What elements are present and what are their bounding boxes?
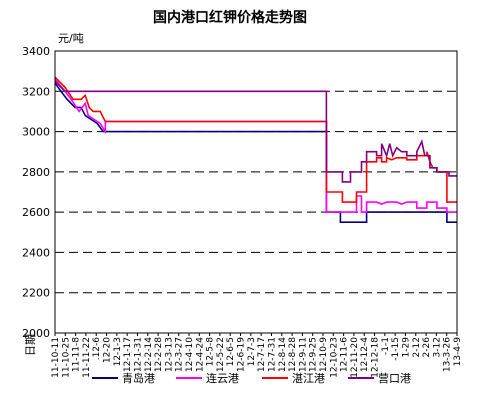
- x-tick-label: 12-11-20: [350, 337, 360, 378]
- x-tick-label: 12-7-31: [267, 337, 277, 372]
- y-tick-label: 3400: [22, 45, 50, 58]
- x-tick-label: 12-4-10: [185, 337, 195, 372]
- y-tick-label: 2600: [22, 206, 50, 219]
- x-tick-label: 12-3-27: [175, 337, 185, 372]
- x-tick-label: 12-6-19: [237, 337, 247, 372]
- x-tick-label: 3-12: [432, 337, 442, 357]
- x-tick-label: 13-4-9: [453, 337, 463, 367]
- x-tick-label: 12-1-31: [133, 337, 143, 372]
- x-tick-label: 12-20: [103, 337, 113, 363]
- x-tick-label: 12-5-22: [216, 337, 226, 372]
- y-tick-label: 2200: [22, 287, 50, 300]
- series-lines: [54, 76, 457, 223]
- x-tick-label: 11-10-25: [61, 337, 71, 378]
- x-tick-label: .12-6: [92, 337, 102, 361]
- x-tick-label: -1-15: [391, 337, 401, 361]
- x-tick-label: 13-3-26: [443, 337, 453, 372]
- x-tick-label: 12-12-4: [360, 337, 370, 372]
- series-line: [54, 78, 457, 213]
- x-axis-label: 日期: [24, 334, 37, 356]
- legend-label: 青岛港: [122, 371, 155, 385]
- x-tick-label: 12-12-18: [371, 337, 381, 378]
- x-tick-label: 11-10-11: [51, 337, 61, 378]
- x-tick-label: 12-6-5: [226, 337, 236, 366]
- y-tick-label: 3000: [22, 126, 50, 139]
- x-tick-label: 12-10-9: [319, 337, 329, 372]
- x-tick-label: 12-2-14: [144, 337, 154, 372]
- x-tick-label: 11-11-22: [82, 337, 92, 378]
- y-axis-label: 元/吨: [58, 32, 84, 45]
- x-tick-label: 12-7-3: [247, 337, 257, 366]
- y-tick-labels: 2000 2200 2400 2600 2800 3000 3200 3400: [22, 45, 50, 340]
- legend-label: 营口港: [378, 371, 411, 385]
- plot-frame: [54, 50, 458, 334]
- x-tick-label: -1-1: [381, 337, 391, 355]
- x-tick-label: 1-29: [401, 337, 411, 358]
- series-line: [54, 76, 457, 203]
- x-tick-label: 12-5-8: [206, 337, 216, 367]
- chart-title: 国内港口红钾价格走势图: [153, 9, 307, 26]
- x-tick-label: 12-9-25: [309, 337, 319, 372]
- x-tick-label: 12-1-3: [113, 337, 123, 366]
- x-tick-label: 12-8-14: [278, 337, 288, 372]
- y-tick-label: 2000: [22, 327, 50, 340]
- y-tick-label: 2800: [22, 166, 50, 179]
- series-line: [54, 80, 457, 183]
- x-tick-label: 12-9-11: [298, 337, 308, 372]
- x-tick-label: 2-12: [412, 337, 422, 357]
- x-tick-label: 12-10-23: [329, 337, 339, 378]
- y-tick-label: 2400: [22, 246, 50, 259]
- x-tick-labels: 11-10-11 11-10-25 11-11-8 11-11-22.12-6 12-2…: [51, 333, 463, 378]
- x-tick-label: 11-11-8: [72, 337, 82, 372]
- legend-label: 连云港: [206, 372, 239, 385]
- x-tick-label: 12-2-28: [154, 337, 164, 372]
- legend-label: 湛江港: [292, 372, 325, 385]
- x-tick-label: 12-11-6: [340, 337, 350, 372]
- x-tick-label: 12-4-24: [195, 337, 205, 372]
- y-tick-label: 3200: [22, 85, 50, 98]
- x-tick-label: 2-26: [422, 337, 432, 358]
- legend: 青岛港 连云港 湛江港 营口港: [92, 371, 411, 385]
- x-tick-label: 12-3-13: [164, 337, 174, 372]
- x-tick-label: 12-1-17: [123, 337, 133, 372]
- x-tick-label: 12-8-28: [288, 337, 298, 372]
- x-tick-label: 12-7-17: [257, 337, 267, 372]
